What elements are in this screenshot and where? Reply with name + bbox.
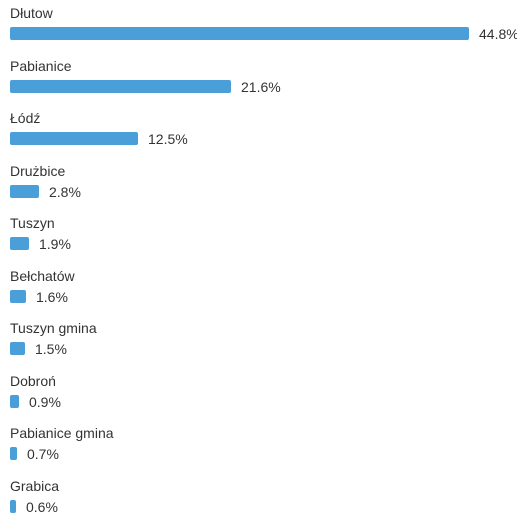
bar [10, 27, 469, 40]
bar [10, 237, 29, 250]
bar-row: Drużbice 2.8% [10, 163, 510, 203]
category-label: Dłutow [10, 5, 53, 21]
bar-row: Dłutow 44.8% [10, 5, 517, 45]
category-label: Tuszyn gmina [10, 320, 97, 336]
bar-row: Bełchatów 1.6% [10, 268, 510, 308]
value-label: 44.8% [479, 26, 517, 42]
category-label: Dobroń [10, 372, 56, 389]
value-label: 2.8% [49, 183, 81, 200]
bar [10, 184, 39, 198]
category-label: Grabica [10, 477, 60, 494]
category-label: Pabianice gmina [10, 425, 114, 441]
bar-row: Dobroń 0.9% [10, 373, 510, 413]
bar [10, 499, 16, 513]
bar-row: Pabianice gmina 0.7% [10, 425, 510, 465]
category-label: Tuszyn [10, 215, 55, 231]
bar-row: Pabianice 21.6% [10, 58, 510, 98]
category-label: Bełchatów [10, 267, 75, 284]
value-label: 1.6% [36, 288, 68, 305]
bar-row: Tuszyn 1.9% [10, 215, 510, 255]
bar [10, 289, 26, 303]
bar [10, 394, 19, 408]
bar [10, 342, 25, 355]
category-label: Drużbice [10, 162, 66, 179]
value-label: 21.6% [241, 78, 281, 95]
bar [10, 447, 17, 460]
bar [10, 132, 138, 145]
value-label: 0.7% [27, 446, 59, 462]
value-label: 1.9% [39, 236, 71, 252]
bar-row: Łódź 12.5% [10, 110, 510, 150]
category-label: Pabianice [10, 57, 72, 74]
category-label: Łódź [10, 110, 41, 126]
bar [10, 79, 231, 93]
value-label: 0.9% [29, 393, 61, 410]
value-label: 1.5% [35, 341, 67, 357]
value-label: 0.6% [26, 498, 58, 515]
bar-row: Tuszyn gmina 1.5% [10, 320, 510, 360]
bar-row: Grabica 0.6% [10, 478, 510, 518]
value-label: 12.5% [148, 131, 188, 147]
